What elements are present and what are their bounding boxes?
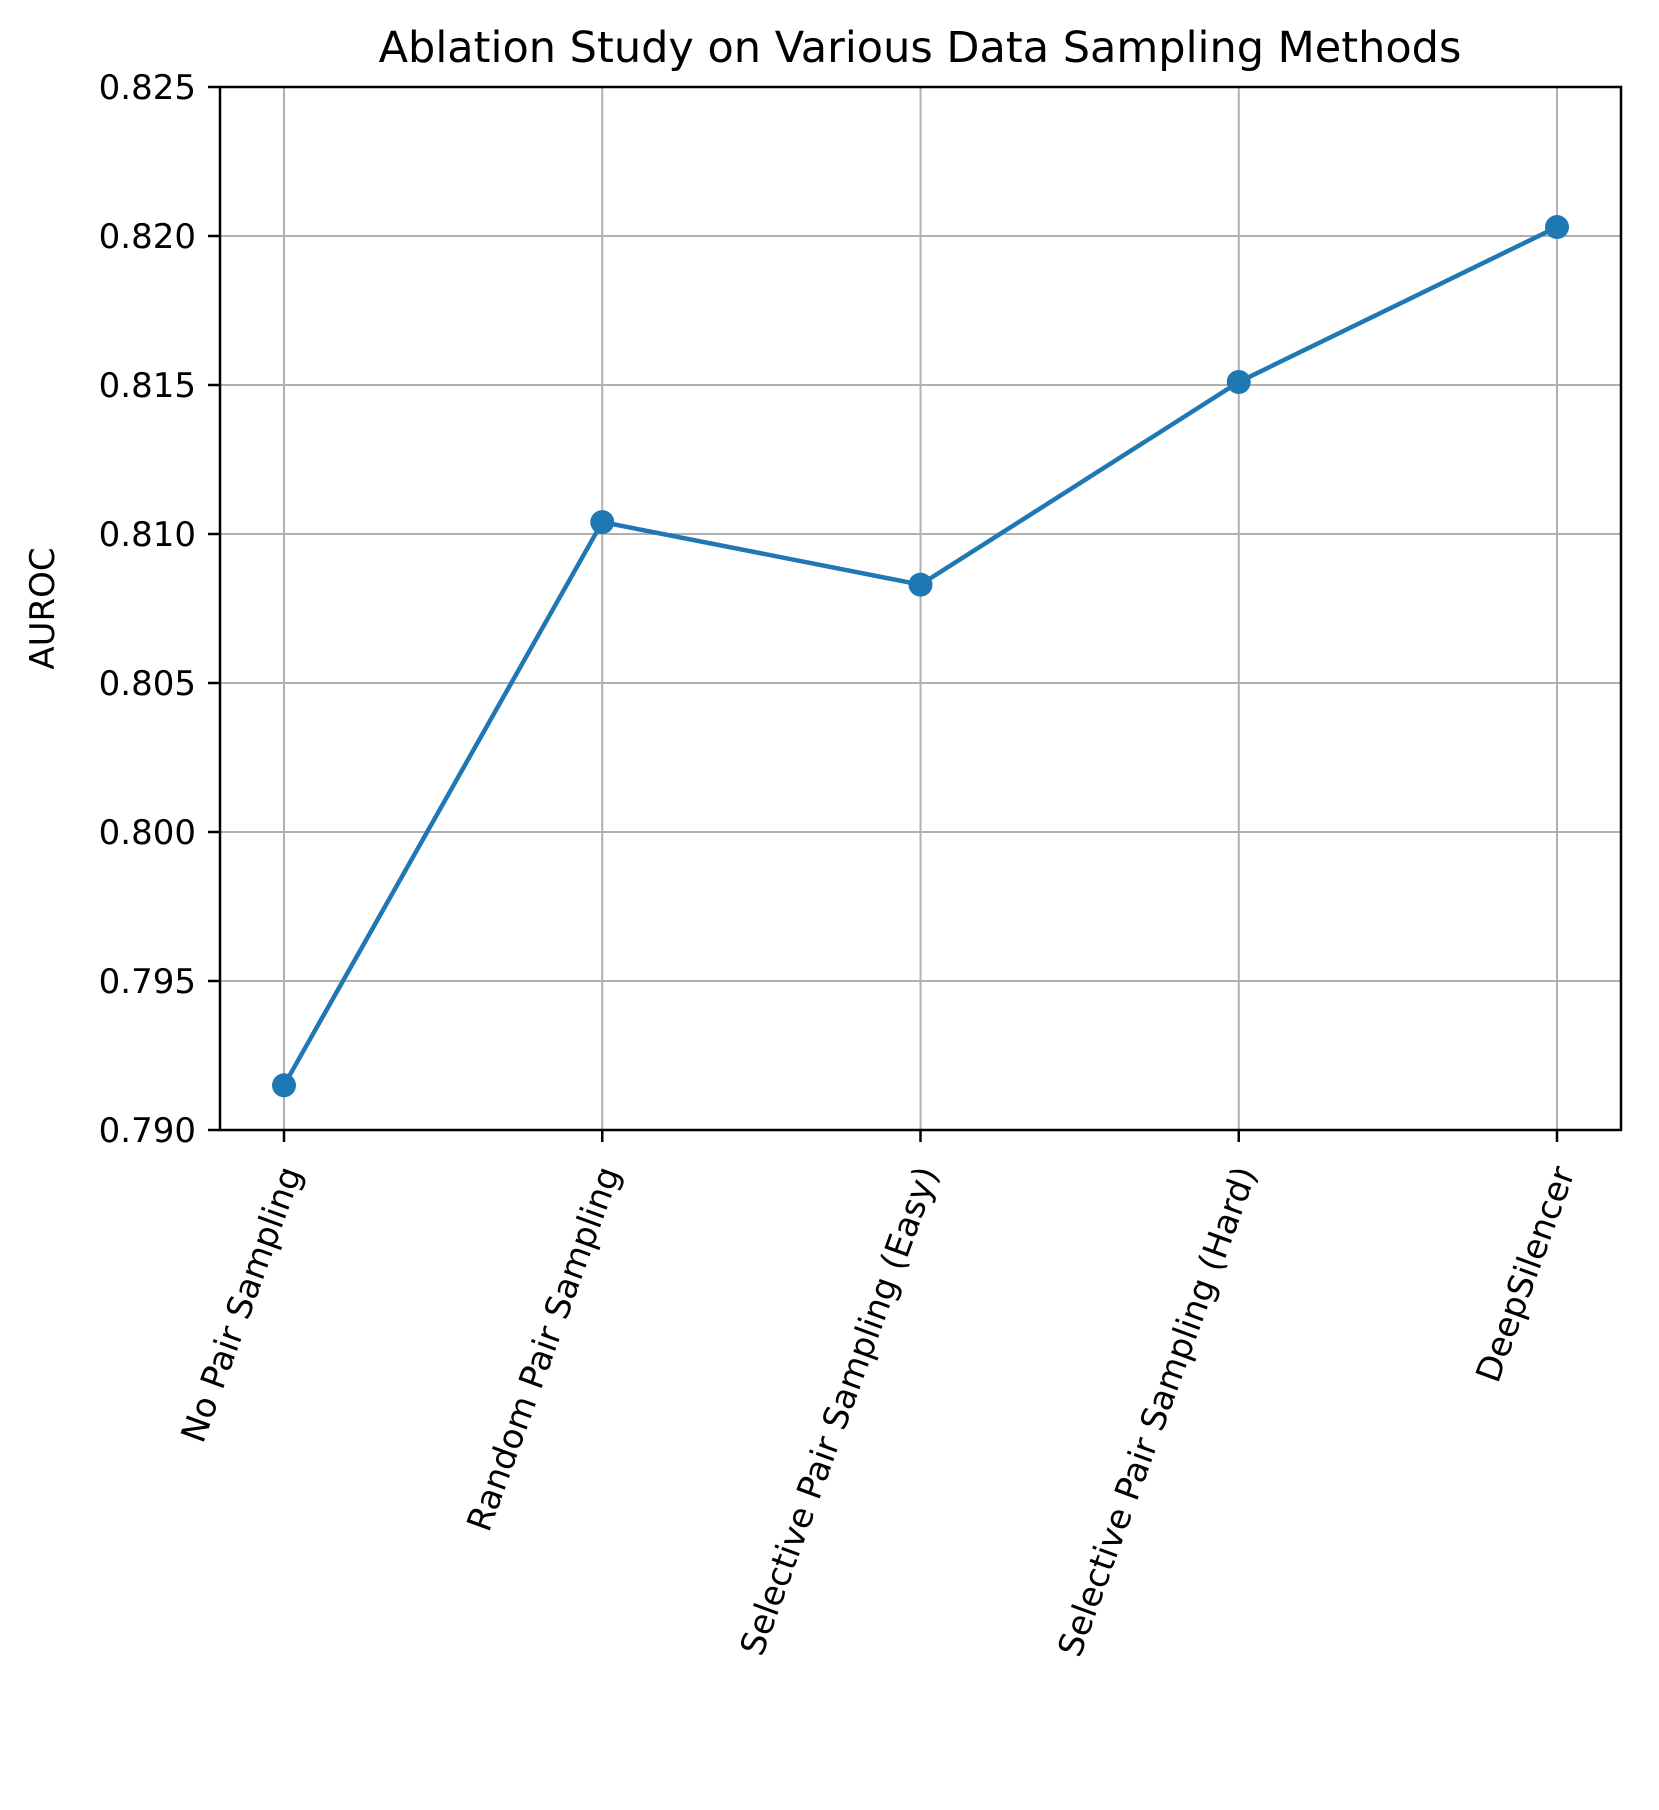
series-group [272, 215, 1569, 1098]
grid-lines [220, 86, 1621, 1131]
chart-title: Ablation Study on Various Data Sampling … [379, 23, 1462, 73]
data-point [272, 1073, 296, 1098]
data-point [908, 572, 933, 597]
y-tick-label: 0.800 [99, 813, 196, 853]
data-point [590, 510, 615, 535]
y-tick-label: 0.815 [99, 366, 196, 406]
y-tick-label: 0.805 [99, 664, 196, 704]
y-axis-label: AUROC [23, 547, 63, 669]
y-tick-label: 0.825 [99, 68, 196, 108]
y-axis-ticks: 0.790 0.795 0.800 0.805 0.810 0.815 0.820 0.825 [99, 68, 220, 1151]
x-tick-label: DeepSilencer [1469, 1161, 1584, 1387]
x-tick-label: Selective Pair Sampling (Hard) [1050, 1161, 1265, 1662]
y-tick-label: 0.810 [99, 515, 196, 555]
x-tick-label: Random Pair Sampling [460, 1161, 629, 1536]
data-point [1545, 215, 1569, 240]
data-point [1226, 370, 1251, 395]
y-tick-label: 0.795 [99, 962, 196, 1002]
y-tick-label: 0.820 [99, 217, 196, 257]
y-tick-label: 0.790 [99, 1111, 196, 1151]
x-tick-label: No Pair Sampling [174, 1161, 311, 1447]
x-axis-ticks: No Pair Sampling Random Pair Sampling Sele… [174, 1130, 1584, 1662]
x-tick-label: Selective Pair Sampling (Easy) [733, 1161, 947, 1660]
